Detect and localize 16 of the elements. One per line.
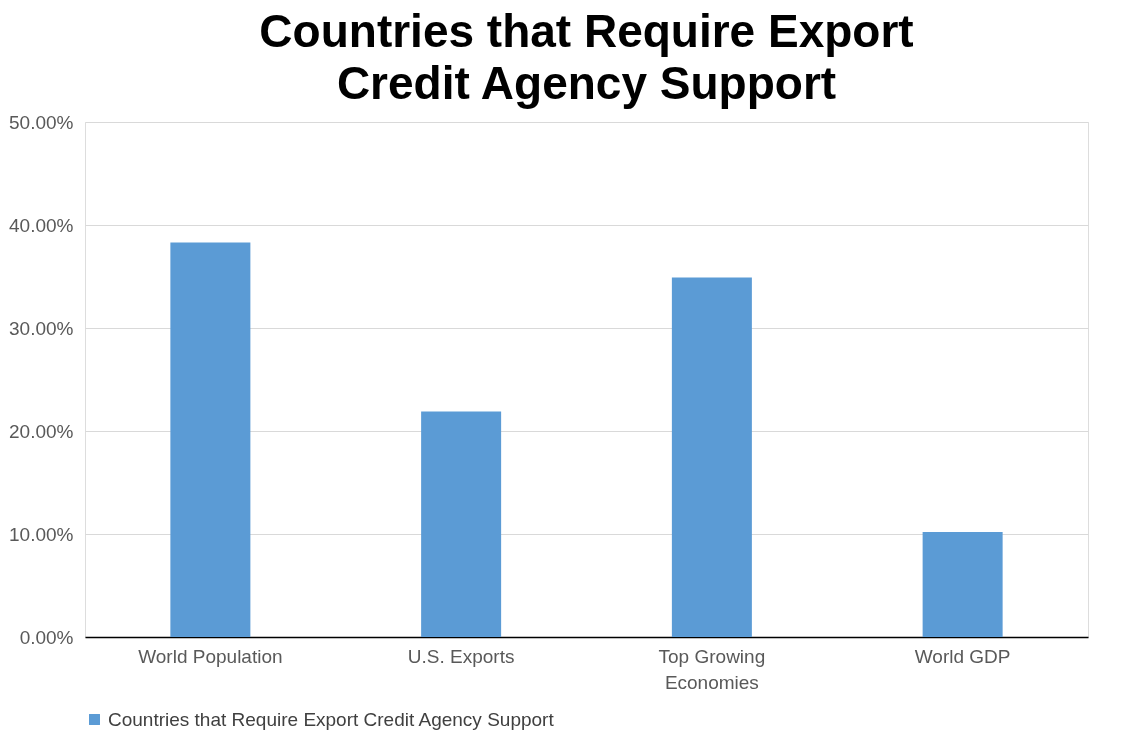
- legend-label: Countries that Require Export Credit Agency Support: [108, 708, 555, 730]
- chart-title: Countries that Require Export Credit Agency Support: [259, 5, 914, 109]
- y-tick-label: 20.00%: [9, 420, 74, 442]
- x-tick-label: Top Growing Economies: [658, 645, 766, 693]
- x-tick-label: World Population: [138, 645, 283, 667]
- y-tick-label: 0.00%: [19, 626, 74, 648]
- y-tick-label: 40.00%: [9, 214, 74, 236]
- x-tick-label: World GDP: [914, 645, 1011, 667]
- bar: [421, 411, 502, 637]
- x-tick-label: U.S. Exports: [407, 645, 515, 667]
- bar: [922, 531, 1003, 637]
- bar: [170, 242, 251, 637]
- y-tick-label: 30.00%: [9, 317, 74, 339]
- y-tick-label: 10.00%: [9, 523, 74, 545]
- bar: [671, 277, 752, 637]
- y-tick-label: 50.00%: [9, 111, 74, 133]
